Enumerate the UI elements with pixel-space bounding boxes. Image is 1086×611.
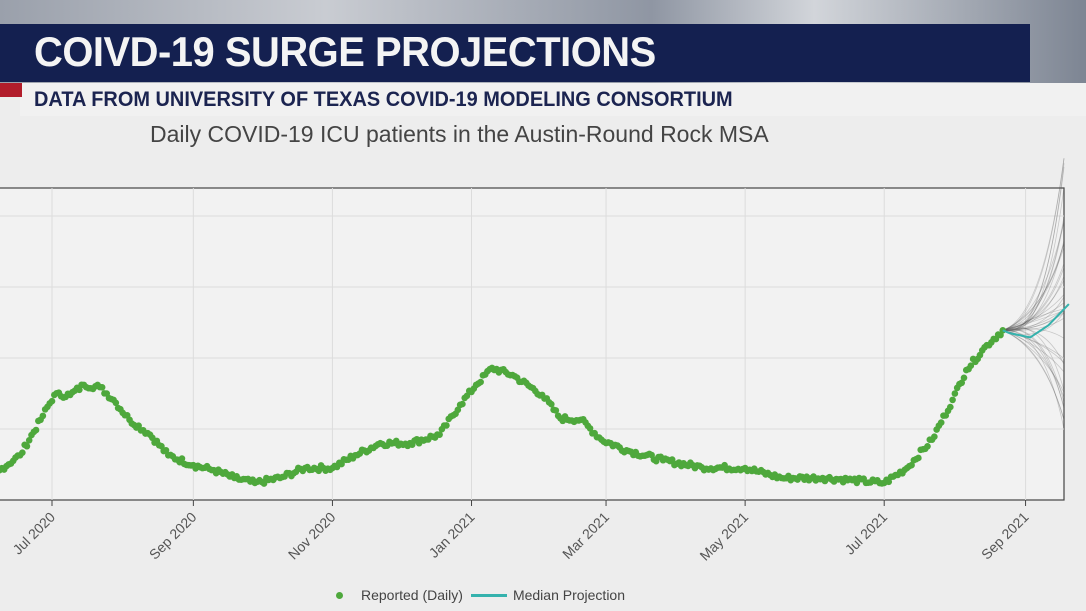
projection-trajectory <box>1002 308 1065 331</box>
projection-trajectory <box>1002 242 1065 331</box>
data-point <box>908 461 915 469</box>
projection-trajectory <box>1002 328 1065 409</box>
data-point <box>931 433 938 441</box>
projection-trajectory <box>1002 163 1065 333</box>
projection-trajectory <box>1002 279 1065 331</box>
data-point <box>477 378 484 386</box>
data-point <box>586 425 594 432</box>
accent-strip <box>0 83 22 97</box>
projection-trajectory <box>1002 158 1065 331</box>
legend-projection: Median Projection <box>512 587 625 603</box>
data-point <box>39 412 47 420</box>
projection-trajectory <box>1002 267 1065 331</box>
projection-trajectory <box>1002 220 1065 331</box>
data-point <box>454 406 462 414</box>
projection-trajectory <box>1002 326 1065 391</box>
projection-trajectory <box>1002 187 1065 333</box>
data-point <box>48 397 56 405</box>
data-point <box>967 362 975 370</box>
projection-trajectory <box>1002 242 1065 331</box>
data-point <box>436 431 443 438</box>
x-tick-label: Sep 2021 <box>978 509 1032 563</box>
plot-area <box>0 187 1065 501</box>
data-point <box>32 426 40 434</box>
x-tick-label: Jul 2020 <box>9 509 58 558</box>
data-point <box>668 456 676 463</box>
legend-line-icon <box>470 593 507 597</box>
projection-trajectory <box>1002 302 1065 331</box>
data-point <box>924 442 931 450</box>
data-point <box>937 419 945 426</box>
x-tick-label: Jan 2021 <box>426 509 478 561</box>
data-point <box>552 407 560 414</box>
data-point <box>76 386 83 394</box>
projection-trajectory <box>1002 263 1065 331</box>
projection-trajectory <box>1002 166 1065 332</box>
projection-trajectory <box>1002 158 1065 331</box>
projection-trajectory <box>1002 328 1065 403</box>
projection-trajectory <box>1002 329 1065 408</box>
data-point <box>947 403 954 411</box>
projection-trajectory <box>1002 329 1065 430</box>
data-point <box>23 442 31 450</box>
projection-trajectory <box>1002 328 1065 339</box>
chart-title: Daily COVID-19 ICU patients in the Austi… <box>150 121 769 147</box>
legend-reported: Reported (Daily) <box>361 587 463 603</box>
projection-trajectory <box>1002 317 1065 331</box>
projection-trajectory <box>1002 247 1065 331</box>
x-tick-label: May 2021 <box>696 509 751 564</box>
data-point <box>25 436 33 444</box>
x-tick-label: Jul 2021 <box>842 509 891 558</box>
subtitle-bar <box>20 83 1086 116</box>
projection-trajectory <box>1002 329 1065 420</box>
x-tick-label: Mar 2021 <box>559 509 612 562</box>
projection-trajectory <box>1002 327 1065 365</box>
data-point <box>98 383 106 391</box>
x-tick-label: Sep 2020 <box>146 509 200 563</box>
data-point <box>949 396 956 404</box>
x-tick-label: Nov 2020 <box>285 509 339 563</box>
data-point <box>960 374 968 382</box>
projection-trajectory <box>1002 312 1065 331</box>
data-point <box>443 422 450 429</box>
data-point <box>459 400 466 408</box>
data-point <box>178 455 186 462</box>
source-subtitle: DATA FROM UNIVERSITY OF TEXAS COVID-19 M… <box>34 88 733 111</box>
data-point <box>162 446 170 454</box>
data-point <box>915 454 922 462</box>
data-point <box>958 379 966 387</box>
projection-trajectory <box>1002 296 1065 331</box>
data-point <box>951 390 959 397</box>
title-bar <box>0 24 1030 82</box>
projection-trajectory <box>1002 329 1065 393</box>
data-point <box>885 478 893 486</box>
median-projection-line <box>1002 303 1070 339</box>
legend: Reported (Daily) Median Projection <box>336 587 625 603</box>
headline: COIVD-19 SURGE PROJECTIONS <box>34 28 656 75</box>
projection-trajectory <box>1002 216 1065 331</box>
projection-trajectory <box>1002 275 1065 331</box>
projection-trajectory <box>1002 294 1065 331</box>
data-point <box>112 399 120 407</box>
data-point <box>463 392 471 400</box>
legend-dot-icon <box>336 591 343 599</box>
projection-trajectory <box>1002 221 1065 331</box>
data-point <box>19 449 26 456</box>
data-point <box>260 480 268 487</box>
data-point <box>548 400 555 408</box>
projection-trajectory <box>1002 240 1065 331</box>
